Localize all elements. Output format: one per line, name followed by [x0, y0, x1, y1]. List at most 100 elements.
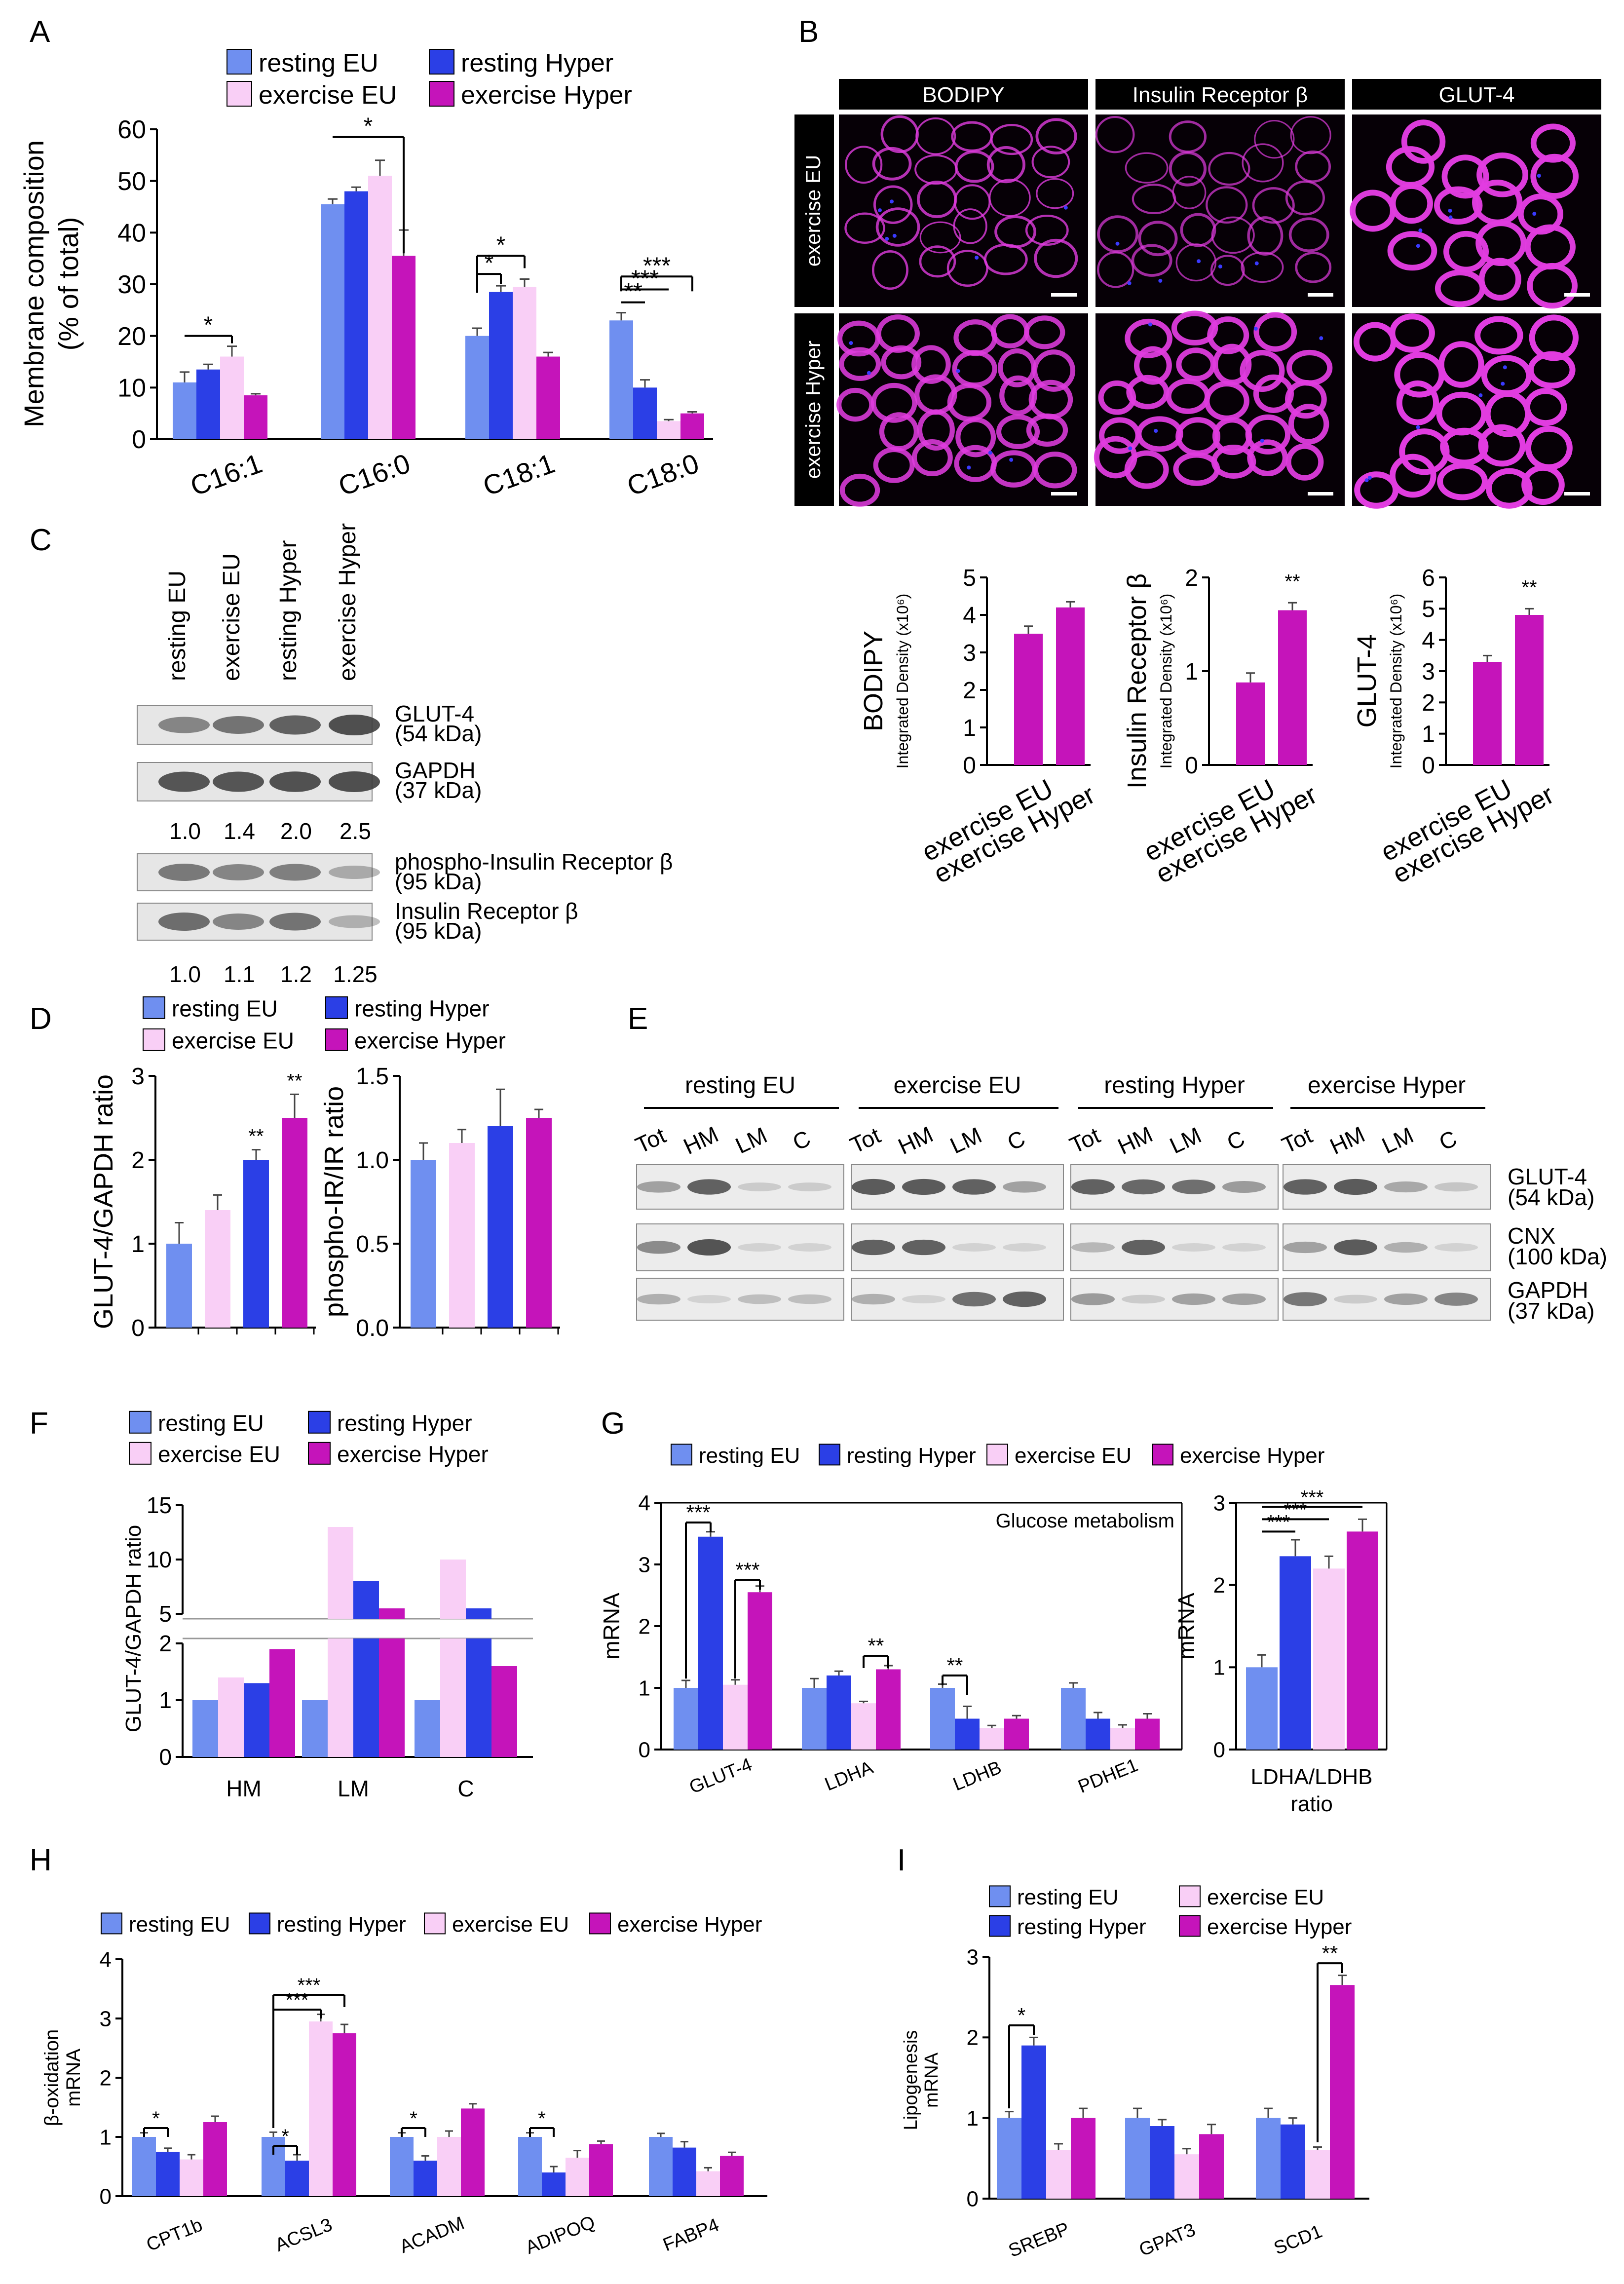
- muscle-fibre-outline: [1443, 230, 1489, 273]
- muscle-fibre-outline: [875, 207, 920, 247]
- bar-exercise-Hyper-CPT1b: [203, 2122, 227, 2196]
- legend-label: exercise Hyper: [1207, 1915, 1352, 1939]
- muscle-fibre-outline: [1288, 217, 1329, 252]
- legend-label: resting Hyper: [277, 1912, 406, 1937]
- muscle-fibre-outline: [1095, 115, 1135, 153]
- muscle-fibre-outline: [1254, 119, 1295, 159]
- x-tick-label: LM: [338, 1776, 369, 1801]
- legend-label: exercise EU: [452, 1912, 569, 1937]
- bar-exercise-EU: [205, 1210, 230, 1328]
- blot-band: [213, 771, 264, 792]
- y-tick-label: 10: [147, 1547, 172, 1572]
- muscle-fibre-outline: [871, 250, 908, 290]
- y-tick-label: 4: [1422, 627, 1435, 653]
- bar-exercise-Hyper: [1278, 610, 1307, 765]
- y-tick-label: 3: [1422, 659, 1435, 685]
- blot-band: [852, 1294, 895, 1305]
- nucleus-dot: [1416, 244, 1420, 248]
- blot-band: [902, 1295, 945, 1303]
- significance-label: **: [248, 1126, 264, 1147]
- bar-resting-Hyper-ACSL3: [285, 2161, 309, 2196]
- blot-band: [1071, 1179, 1115, 1195]
- bar-exercise-EU: [1313, 1568, 1345, 1750]
- band-ratio: 2.0: [280, 818, 312, 844]
- muscle-fibre-outline: [1478, 424, 1526, 467]
- significance-label: *: [204, 312, 213, 339]
- micrograph-header-label: GLUT-4: [1438, 83, 1514, 107]
- lane-label: exercise EU: [219, 553, 245, 681]
- muscle-fibre-outline: [915, 117, 956, 155]
- bar-exercise-EU-HM: [218, 1677, 244, 1757]
- blot-band: [329, 771, 380, 792]
- muscle-fibre-outline: [845, 146, 883, 184]
- muscle-fibre-outline: [1031, 146, 1070, 179]
- muscle-fibre-outline: [1211, 216, 1255, 254]
- y-tick-label: 2: [1185, 565, 1198, 591]
- bar-resting-EU-C18:0: [609, 320, 633, 439]
- muscle-fibre-outline: [880, 115, 919, 153]
- muscle-fibre-outline: [1389, 313, 1435, 353]
- muscle-fibre-outline: [1138, 221, 1178, 257]
- y-tick-label: 3: [963, 640, 976, 666]
- bar-resting-EU-C16:0: [321, 204, 344, 439]
- y-tick-label: 30: [117, 270, 146, 299]
- nucleus-dot: [885, 236, 889, 241]
- bar-exercise-Hyper-PDHE1: [1135, 1718, 1160, 1750]
- y-tick-label: 5: [1422, 596, 1435, 622]
- significance-label: **: [624, 279, 642, 305]
- blot-band: [329, 715, 380, 735]
- muscle-fibre-outline: [1131, 244, 1172, 277]
- muscle-fibre-outline: [873, 447, 915, 483]
- muscle-fibre-outline: [1527, 351, 1576, 389]
- muscle-fibre-outline: [917, 409, 955, 451]
- y-axis-label: GLUT-4/GAPDH ratio: [89, 1074, 118, 1329]
- bar-resting-Hyper: [1280, 1556, 1311, 1750]
- bar-exercise-Hyper-C18:0: [680, 413, 704, 439]
- lane-label: resting EU: [164, 571, 190, 681]
- blot-band: [1284, 1179, 1327, 1195]
- y-tick-label: 1: [1213, 1656, 1225, 1680]
- blot-band: [1172, 1293, 1215, 1305]
- bar-exercise-Hyper-HM: [269, 1649, 295, 1757]
- significance-label: ***: [286, 1989, 309, 2011]
- nucleus-dot: [1127, 281, 1132, 285]
- muscle-fibre-outline: [1211, 444, 1256, 479]
- legend-label: resting EU: [158, 1410, 264, 1436]
- blot-band: [788, 1182, 831, 1191]
- legend-swatch: [249, 1912, 270, 1935]
- scale-bar: [1308, 492, 1333, 495]
- blot-band: [1384, 1293, 1428, 1305]
- micrograph-header: [1095, 79, 1345, 110]
- significance-label: *: [152, 2108, 160, 2130]
- bar-exercise-Hyper: [1056, 607, 1085, 765]
- bar-exercise-Hyper-ADIPOQ: [589, 2144, 613, 2196]
- bar-resting-EU-GLUT-4: [674, 1688, 698, 1750]
- blot-band: [952, 1243, 996, 1252]
- bar-exercise-Hyper: [1347, 1531, 1378, 1750]
- blot-band: [1003, 1291, 1046, 1307]
- muscle-fibre-outline: [1180, 213, 1216, 247]
- nucleus-dot: [1158, 278, 1163, 283]
- significance-label: *: [1018, 2004, 1025, 2027]
- blot-protein-label: phospho-Insulin Receptor β: [395, 849, 673, 875]
- nucleus-dot: [956, 369, 960, 373]
- blot-band: [852, 1179, 895, 1195]
- y-tick-label: 1: [100, 2125, 112, 2149]
- bar-resting-EU-C16:1: [173, 382, 196, 439]
- bar-exercise-Hyper-LM: [379, 1638, 405, 1757]
- blot-strip: [636, 1164, 844, 1210]
- y-tick-label: 1: [1185, 659, 1198, 685]
- y-axis-label: GLUT-4: [1352, 634, 1382, 727]
- band-ratio: 1.1: [224, 961, 255, 987]
- bar-exercise-EU-LM: [328, 1638, 353, 1757]
- nucleus-dot: [967, 465, 971, 470]
- bar-exercise-EU: [1236, 682, 1265, 765]
- blot-band: [1071, 1242, 1115, 1253]
- panel-letter-B: B: [798, 15, 819, 49]
- blot-protein-label: CNX: [1508, 1223, 1555, 1249]
- legend-label: exercise Hyper: [617, 1912, 762, 1937]
- bar-resting-Hyper-ACADM: [414, 2161, 437, 2196]
- muscle-fibre-outline: [1441, 154, 1489, 199]
- blot-protein-label: Insulin Receptor β: [395, 898, 578, 924]
- muscle-fibre-outline: [1474, 316, 1523, 355]
